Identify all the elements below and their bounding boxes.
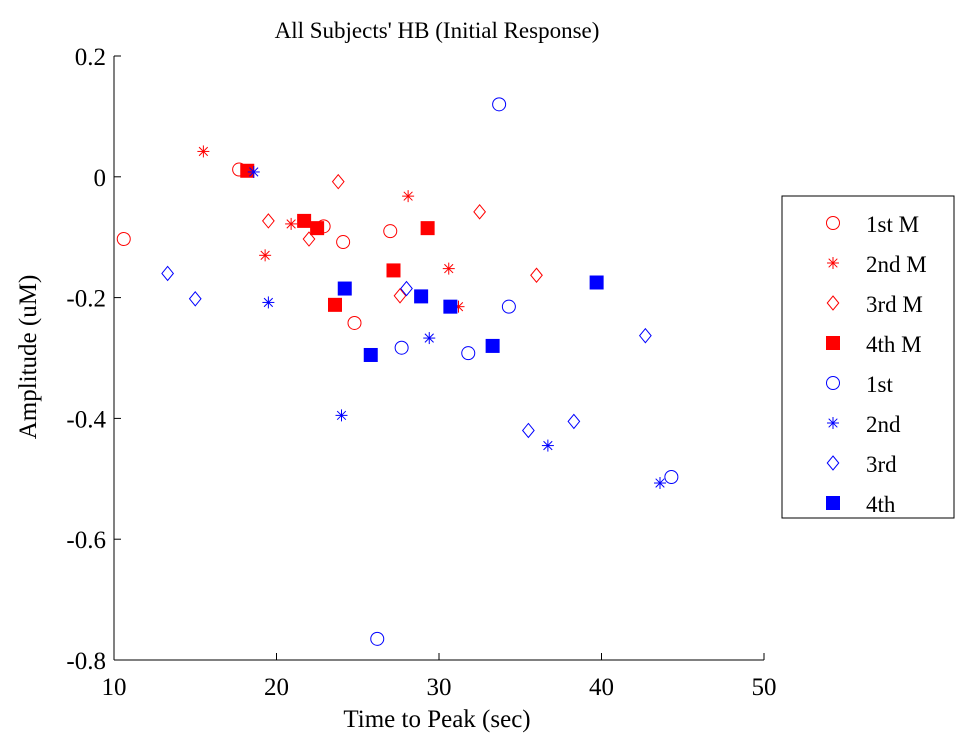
data-point [335, 409, 348, 422]
legend-box [781, 195, 955, 519]
data-point [402, 190, 415, 203]
legend-entry: 1st M [866, 212, 919, 237]
series-5 [247, 165, 666, 490]
series-6 [161, 265, 652, 439]
data-point [386, 263, 401, 278]
data-point [442, 262, 455, 275]
legend-marker [826, 216, 840, 230]
legend: 1st M 2nd M 3rd M 4th M 1st 2nd 3rd 4th [781, 195, 955, 519]
data-point [530, 267, 543, 284]
legend-marker [827, 417, 839, 429]
y-tick-label: -0.4 [66, 406, 106, 433]
legend-entry: 3rd M [866, 292, 923, 317]
y-tick-label: 0.2 [75, 44, 106, 71]
data-point [393, 287, 407, 304]
data-point [285, 217, 298, 230]
y-tick-label: -0.8 [66, 648, 106, 675]
data-point [501, 299, 516, 314]
data-point [336, 235, 351, 250]
data-point [394, 340, 409, 355]
legend-marker [826, 336, 840, 350]
legend-entry: 4th [866, 492, 896, 517]
x-tick-label: 10 [102, 674, 127, 701]
data-point [420, 221, 435, 236]
x-tick-label: 20 [264, 674, 289, 701]
data-point [302, 231, 316, 247]
data-point [331, 173, 345, 190]
legend-entry: 4th M [866, 332, 922, 357]
data-point [485, 338, 500, 353]
data-point [259, 249, 272, 262]
data-point [161, 265, 175, 282]
series-3 [240, 163, 435, 312]
x-axis-label: Time to Peak (sec) [343, 706, 530, 733]
data-point [310, 221, 325, 236]
data-point [423, 332, 436, 345]
data-point [261, 213, 275, 229]
data-point [297, 213, 312, 228]
data-point [473, 204, 487, 220]
legend-marker [827, 257, 839, 269]
legend-marker [826, 376, 840, 390]
axes [113, 56, 764, 661]
data-point [240, 163, 255, 178]
data-point [400, 280, 413, 297]
data-point [188, 291, 202, 307]
data-point [337, 281, 352, 296]
data-point [567, 413, 581, 430]
y-axis-label: Amplitude (uM) [15, 275, 42, 440]
series-2 [261, 173, 543, 304]
data-point [363, 347, 378, 362]
data-point [521, 422, 535, 439]
axis-ticks: 10 20 30 40 50 0.2 0 -0.2 -0.4 -0.6 -0.8 [66, 44, 776, 701]
data-point [197, 145, 210, 158]
y-tick-label: 0 [94, 165, 107, 192]
legend-marker [826, 496, 840, 510]
legend-entry: 3rd [866, 452, 897, 477]
data-point [492, 97, 507, 112]
y-tick-label: -0.2 [66, 286, 106, 313]
data-point [247, 165, 260, 178]
data-point [370, 631, 385, 646]
data-point [347, 315, 362, 330]
x-tick-label: 30 [427, 674, 452, 701]
data-point [443, 299, 458, 314]
series-4 [370, 97, 679, 646]
legend-entry: 1st [866, 372, 893, 397]
data-point [262, 296, 275, 309]
legend-entry: 2nd M [866, 252, 927, 277]
data-point [414, 289, 429, 304]
data-point [116, 232, 131, 247]
data-points [116, 97, 679, 646]
data-point [589, 275, 604, 290]
series-7 [337, 275, 604, 362]
data-point [541, 439, 554, 452]
data-point [461, 346, 476, 361]
legend-marker [826, 455, 840, 471]
data-point [664, 469, 679, 484]
data-point [383, 224, 398, 239]
x-tick-label: 40 [589, 674, 614, 701]
x-tick-label: 50 [752, 674, 777, 701]
series-0 [116, 162, 398, 330]
data-point [328, 297, 342, 312]
legend-entry: 2nd [866, 412, 901, 437]
legend-marker [826, 295, 840, 311]
data-point [638, 327, 652, 344]
data-point [654, 477, 666, 490]
y-tick-label: -0.6 [66, 527, 106, 554]
chart-title: All Subjects' HB (Initial Response) [275, 18, 600, 43]
